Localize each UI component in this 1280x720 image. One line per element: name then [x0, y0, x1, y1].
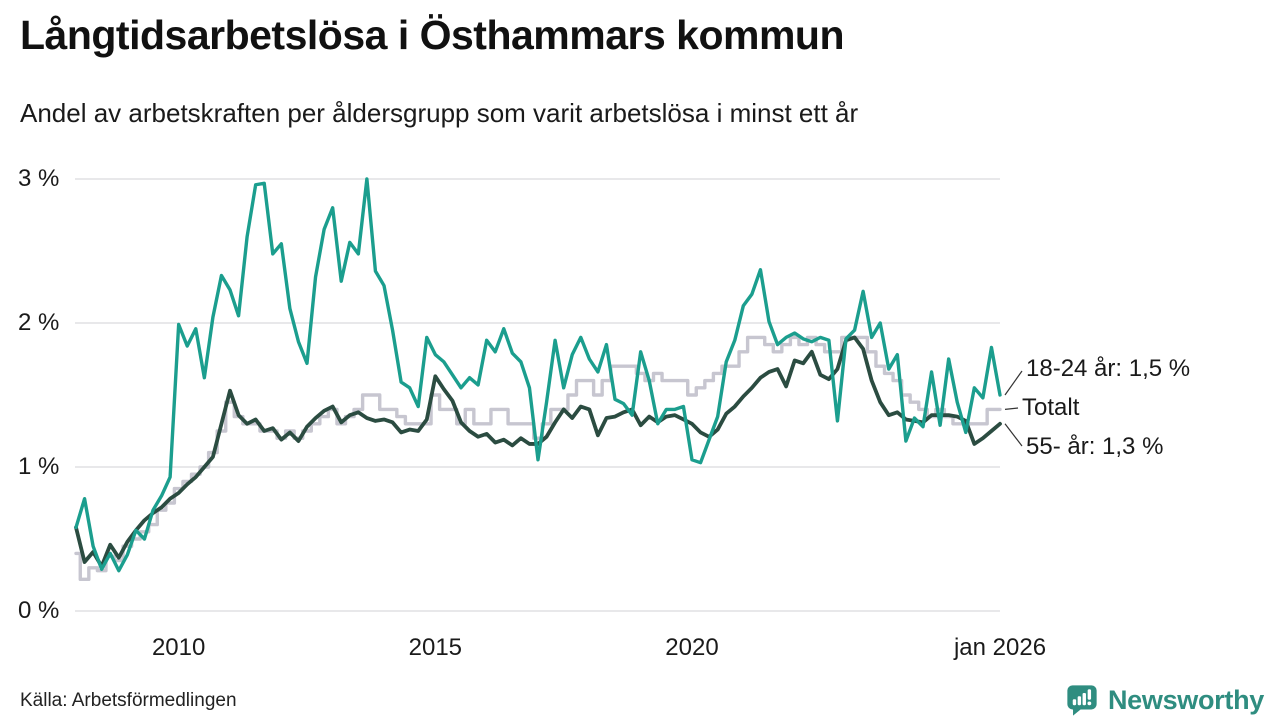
y-axis-label: 2 %	[18, 309, 60, 336]
series-end-label-total: Totalt	[1022, 394, 1080, 421]
series-end-label-senior: 55- år: 1,3 %	[1026, 433, 1164, 460]
y-axis-label: 0 %	[18, 597, 60, 624]
x-axis-label: 2015	[408, 634, 463, 661]
label-connector	[1004, 423, 1023, 447]
y-axis-label: 1 %	[18, 453, 60, 480]
label-connector	[1004, 407, 1019, 410]
brand-name: Newsworthy	[1107, 684, 1264, 715]
newsworthy-icon	[1065, 683, 1099, 717]
page-title: Långtidsarbetslösa i Östhammars kommun	[20, 12, 845, 58]
x-axis-label: 2020	[665, 634, 719, 661]
x-axis-label: jan 2026	[953, 634, 1047, 661]
brand-logo: Newsworthy	[1065, 683, 1264, 717]
source-note: Källa: Arbetsförmedlingen	[20, 690, 237, 711]
label-connector	[1004, 370, 1023, 396]
page-subtitle: Andel av arbetskraften per åldersgrupp s…	[20, 98, 859, 128]
series-18-24 år	[74, 177, 1002, 573]
y-axis-label: 3 %	[18, 165, 60, 192]
x-axis-label: 2010	[151, 634, 206, 661]
series-end-label-youth: 18-24 år: 1,5 %	[1026, 355, 1191, 382]
